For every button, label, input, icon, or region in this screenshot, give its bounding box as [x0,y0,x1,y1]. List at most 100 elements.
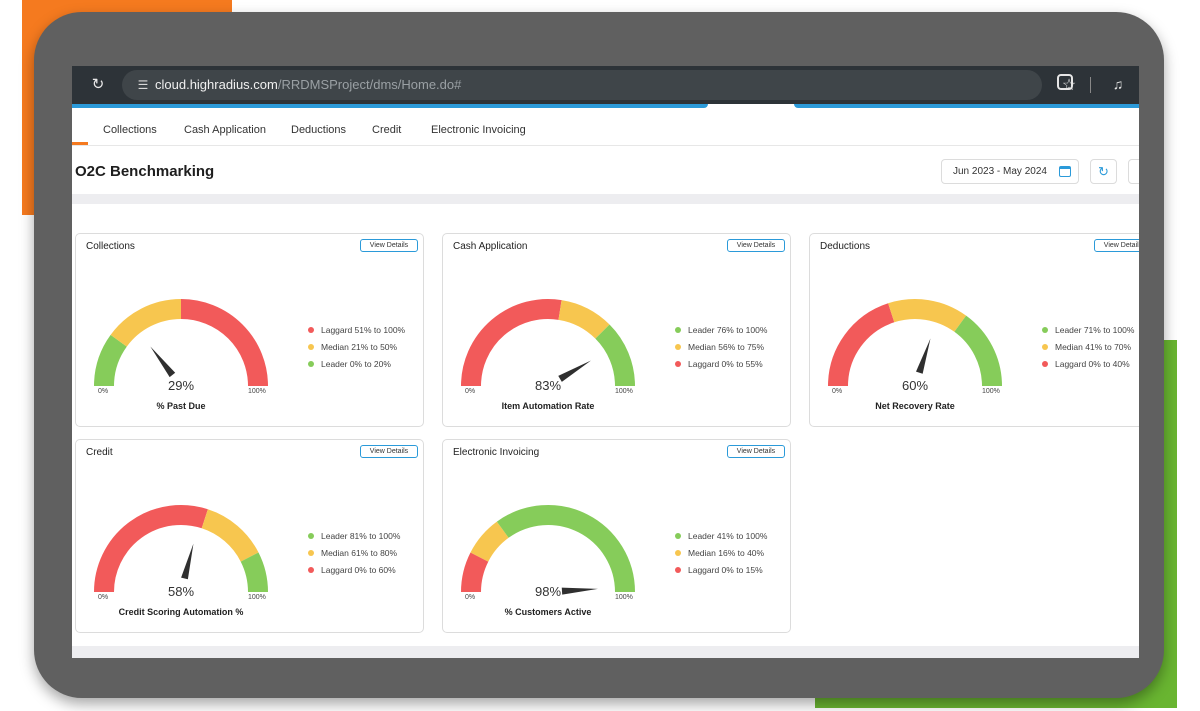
url-path: /RRDMSProject/dms/Home.do# [277,77,462,92]
card-title: Collections [86,241,135,252]
legend-label: Leader 0% to 20% [321,359,391,369]
gauge-needle [558,360,592,382]
gauge-chart [94,505,268,593]
gauge-max-label: 100% [615,388,633,395]
legend-item: Median 61% to 80% [306,547,400,564]
gauge-segment-red [461,299,562,387]
gauge-value: 58% [167,584,195,599]
gauge-max-label: 100% [248,388,266,395]
gauge-legend: Laggard 51% to 100% Median 21% to 50% Lead… [306,324,405,375]
gauge-segment-yellow [558,300,610,339]
extensions-icon[interactable] [1057,74,1073,90]
legend-dot-green [308,533,314,539]
gauge-min-label: 0% [465,594,476,601]
card-cash-application: Cash Application View Details 83% 0% 100% Ite… [442,233,791,427]
legend-item: Median 41% to 70% [1040,341,1134,358]
metric-label: % Past Due [156,401,206,411]
gauge-min-label: 0% [98,388,109,395]
legend-dot-red [675,567,681,573]
header-accent-strip [794,104,1139,108]
view-details-button[interactable]: View Details [1094,239,1139,252]
legend-dot-green [675,327,681,333]
gauge-chart [828,299,1002,387]
card-title: Cash Application [453,241,528,252]
tab-cash-application[interactable]: Cash Application [184,124,266,136]
legend-label: Laggard 0% to 55% [688,359,763,369]
url-text[interactable]: cloud.highradius.com/RRDMSProject/dms/Ho… [155,77,461,92]
page-title: O2C Benchmarking [75,163,215,180]
card-deductions: Deductions View Details 60% 0% 100% Net Recov… [809,233,1139,427]
toolbar-separator [1090,77,1091,93]
header-accent-strip [72,104,708,108]
card-collections: Collections View Details 29% 0% 100% % Past D… [75,233,424,427]
legend-dot-red [1042,361,1048,367]
gauge-value: 98% [534,584,562,599]
active-tab-indicator [72,142,88,145]
legend-label: Leader 71% to 100% [1055,325,1135,335]
reload-icon[interactable]: ↻ [91,76,105,93]
legend-label: Median 61% to 80% [321,548,398,558]
gauge-segment-green [595,324,635,387]
tab-credit[interactable]: Credit [372,124,402,136]
legend-dot-red [308,567,314,573]
gauge-segment-yellow [201,509,259,562]
legend-label: Median 16% to 40% [688,548,765,558]
legend-dot-red [675,361,681,367]
gauge-max-label: 100% [615,594,633,601]
address-bar[interactable]: ☰ cloud.highradius.com/RRDMSProject/dms/… [122,70,1076,100]
card-title: Electronic Invoicing [453,447,540,458]
gauge-chart [461,299,635,387]
gauge-segment-yellow [888,299,967,333]
legend-item: Laggard 0% to 15% [673,564,767,581]
legend-item: Median 21% to 50% [306,341,405,358]
gauge-min-label: 0% [465,388,476,395]
legend-label: Leader 41% to 100% [688,531,768,541]
legend-label: Leader 81% to 100% [321,531,401,541]
browser-toolbar: ↻ ☰ cloud.highradius.com/RRDMSProject/dm… [72,66,1139,104]
gauge-max-label: 100% [248,594,266,601]
gauge-value: 60% [901,378,929,393]
card-electronic-invoicing: Electronic Invoicing View Details 98% 0% 100… [442,439,791,633]
legend-item: Leader 81% to 100% [306,530,400,547]
view-details-button[interactable]: View Details [727,445,785,458]
tablet-screen: ↻ ☰ cloud.highradius.com/RRDMSProject/dm… [72,66,1139,658]
legend-dot-green [308,361,314,367]
site-settings-icon[interactable]: ☰ [137,78,149,92]
legend-item: Leader 71% to 100% [1040,324,1134,341]
gauge-segment-red [828,303,895,387]
legend-item: Laggard 51% to 100% [306,324,405,341]
more-button[interactable] [1128,159,1139,184]
gauge-segment-red [461,552,489,593]
date-range-text: Jun 2023 - May 2024 [953,166,1047,177]
card-title: Credit [86,447,113,458]
view-details-button[interactable]: View Details [360,445,418,458]
refresh-button[interactable]: ↻ [1090,159,1117,184]
legend-item: Leader 76% to 100% [673,324,767,341]
date-range-picker[interactable]: Jun 2023 - May 2024 [941,159,1079,184]
tab-deductions[interactable]: Deductions [291,124,347,136]
legend-label: Laggard 0% to 60% [321,565,396,575]
gauge-needle [150,346,176,378]
view-details-button[interactable]: View Details [360,239,418,252]
legend-dot-yellow [675,344,681,350]
legend-dot-yellow [675,550,681,556]
gauge-min-label: 0% [98,594,109,601]
gauge-legend: Leader 71% to 100% Median 41% to 70% Lagga… [1040,324,1134,375]
gauge-value: 83% [534,378,562,393]
tab-collections[interactable]: Collections [103,124,157,136]
media-control-icon[interactable]: ♫ [1112,76,1124,92]
legend-item: Leader 41% to 100% [673,530,767,547]
legend-label: Median 41% to 70% [1055,342,1132,352]
section-divider [72,194,1139,204]
tab-electronic-invoicing[interactable]: Electronic Invoicing [431,124,526,136]
legend-item: Laggard 0% to 40% [1040,358,1134,375]
gauge-segment-green [954,315,1002,387]
gauge-segment-green [496,505,635,593]
gauge-segment-red [94,505,208,593]
view-details-button[interactable]: View Details [727,239,785,252]
gauge-needle [915,338,931,374]
gauge-value: 29% [167,378,195,393]
legend-dot-yellow [1042,344,1048,350]
legend-item: Median 16% to 40% [673,547,767,564]
